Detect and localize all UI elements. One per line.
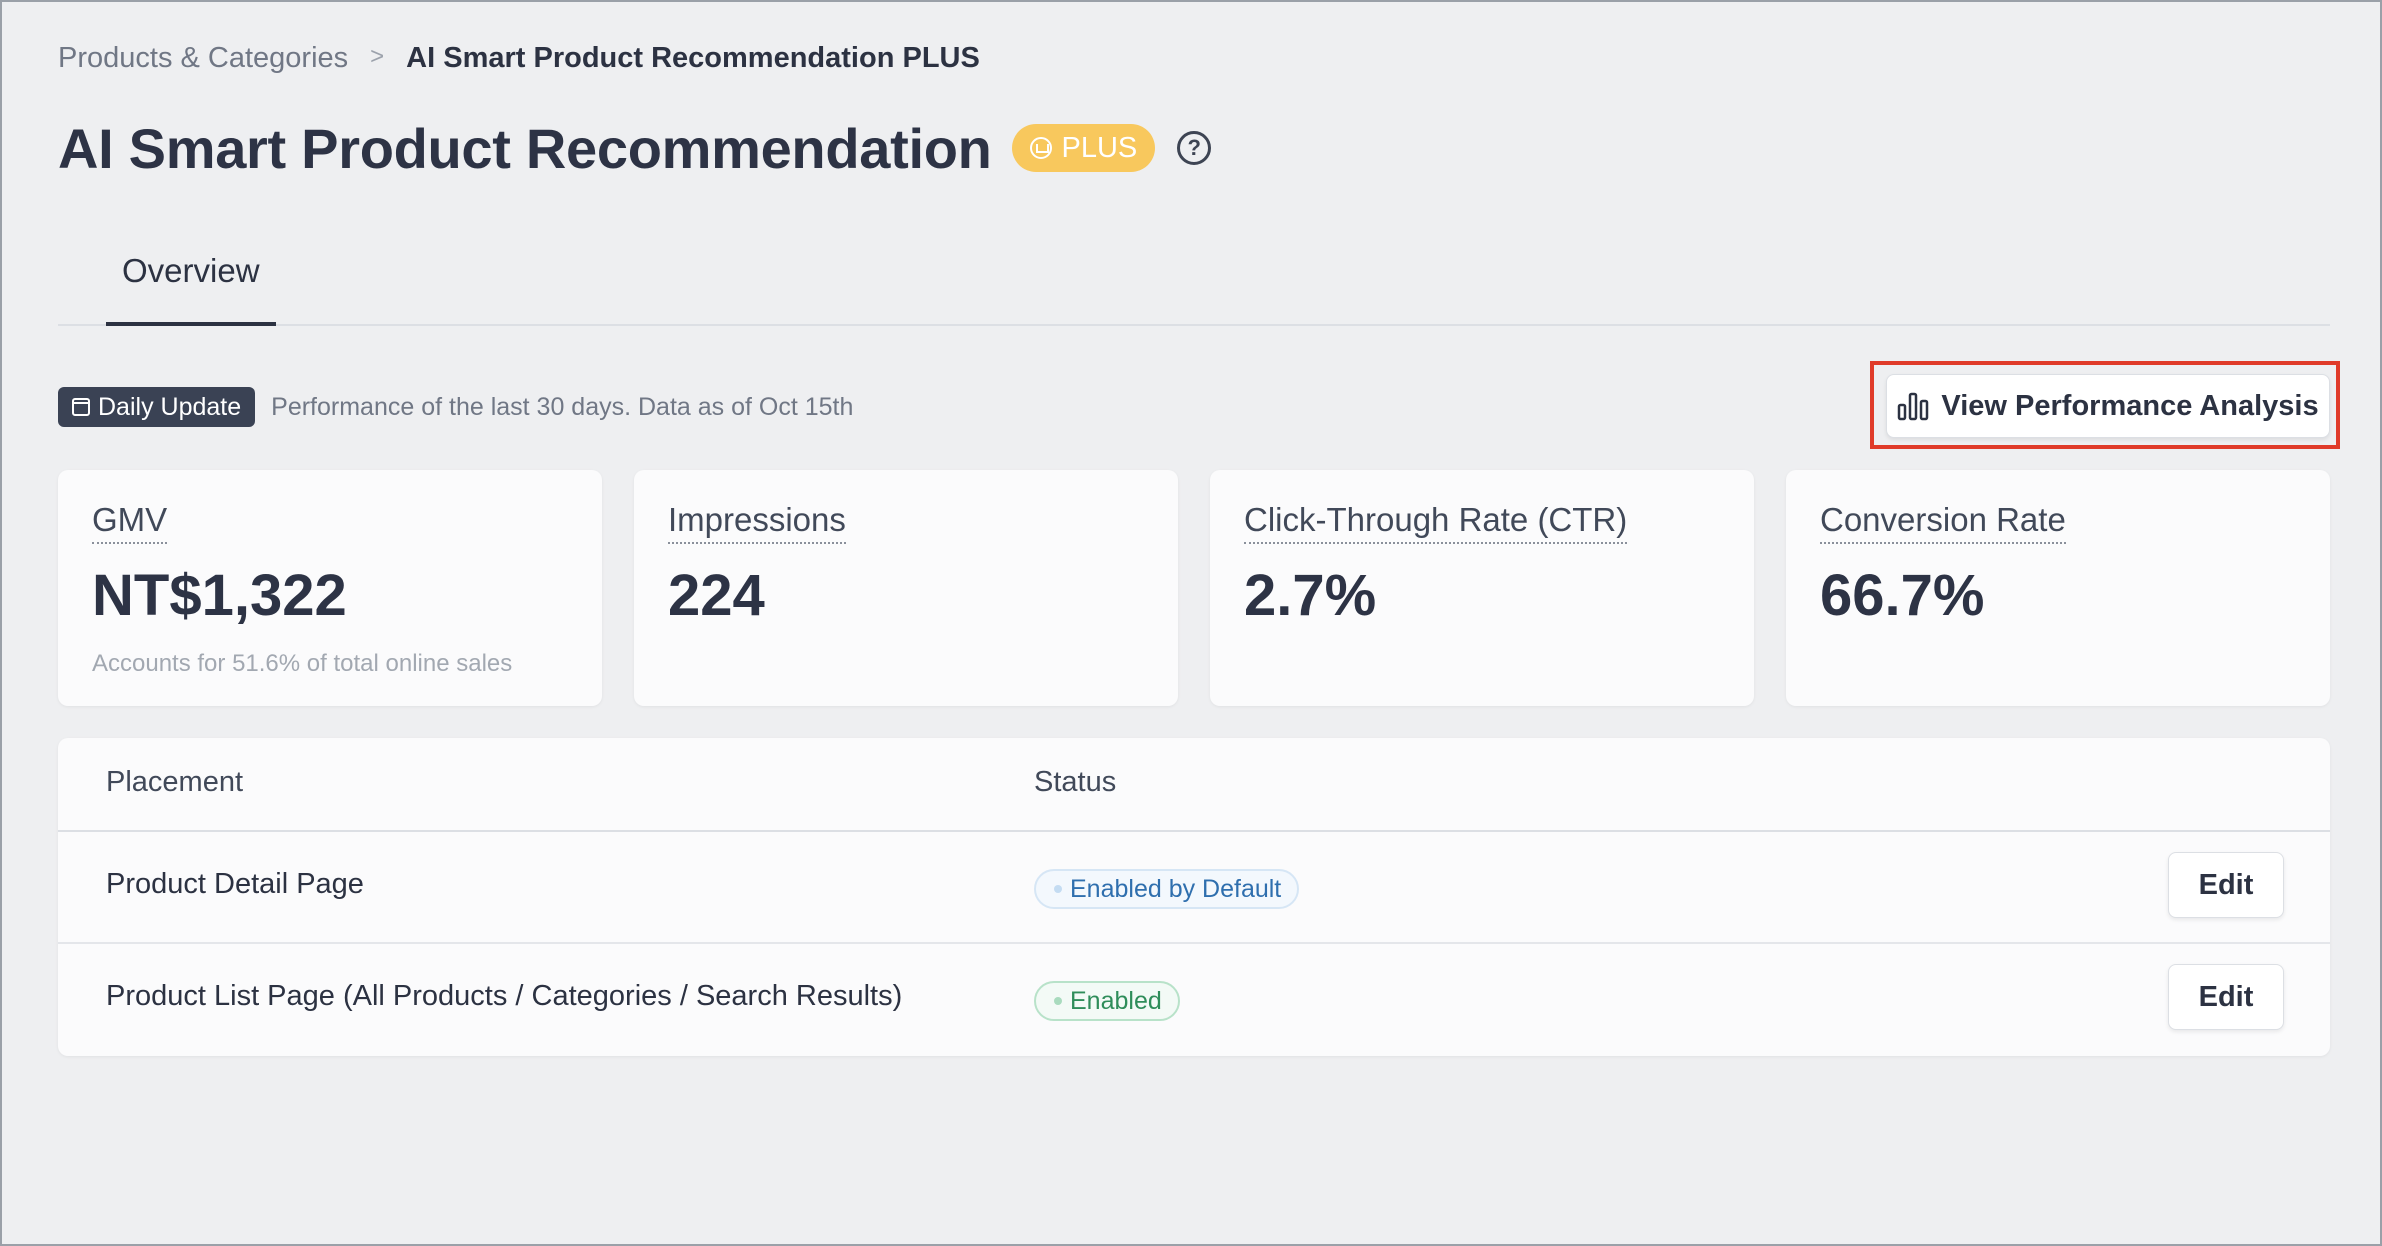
metric-value: 224: [668, 563, 765, 628]
highlight-box: [1870, 361, 2340, 449]
metric-label[interactable]: Click-Through Rate (CTR): [1244, 500, 1628, 544]
metric-value: NT$1,322: [92, 563, 347, 628]
table-header-row: Placement Status: [58, 738, 2330, 832]
calendar-icon: [72, 398, 90, 416]
metric-label[interactable]: Conversion Rate: [1820, 500, 2066, 544]
table-row: Product List Page (All Products / Catego…: [58, 944, 2330, 1056]
placement-table: Placement Status Product Detail Page Ena…: [58, 738, 2330, 1056]
metric-label[interactable]: Impressions: [668, 500, 846, 544]
performance-period-text: Performance of the last 30 days. Data as…: [271, 392, 854, 421]
view-performance-analysis-button[interactable]: View Performance Analysis: [1886, 374, 2330, 438]
metric-label[interactable]: GMV: [92, 500, 168, 544]
metric-value: 2.7%: [1244, 563, 1377, 628]
metric-card-gmv: GMV NT$1,322 Accounts for 51.6% of total…: [58, 470, 602, 706]
tab-active-indicator: [106, 322, 276, 326]
chevron-right-icon: >: [370, 43, 385, 70]
status-dot-icon: [1054, 997, 1062, 1005]
column-header-status: Status: [1034, 766, 1117, 798]
title-row: AI Smart Product Recommendation PLUS ?: [58, 110, 1212, 186]
bar-chart-icon: [1898, 392, 1929, 421]
status-dot-icon: [1054, 885, 1062, 893]
tab-bar: Overview: [58, 236, 2330, 326]
breadcrumb-parent-link[interactable]: Products & Categories: [58, 41, 349, 74]
help-circle-icon[interactable]: ?: [1177, 131, 1212, 165]
table-row: Product Detail Page Enabled by Default E…: [58, 832, 2330, 944]
status-label: Enabled: [1070, 986, 1162, 1015]
status-badge: Enabled by Default: [1034, 869, 1300, 909]
placement-name: Product Detail Page: [106, 868, 364, 900]
edit-button[interactable]: Edit: [2168, 964, 2284, 1030]
metric-card-ctr: Click-Through Rate (CTR) 2.7%: [1210, 470, 1754, 706]
plus-badge: PLUS: [1011, 124, 1156, 172]
edit-button[interactable]: Edit: [2168, 852, 2284, 918]
status-label: Enabled by Default: [1070, 874, 1282, 903]
daily-update-label: Daily Update: [98, 392, 242, 421]
plus-badge-label: PLUS: [1061, 131, 1138, 164]
metric-card-impressions: Impressions 224: [634, 470, 1178, 706]
metric-value: 66.7%: [1820, 563, 1985, 628]
status-badge: Enabled: [1034, 981, 1180, 1021]
placement-name: Product List Page (All Products / Catego…: [106, 980, 903, 1012]
page-title: AI Smart Product Recommendation: [58, 116, 992, 180]
tab-overview[interactable]: Overview: [122, 252, 260, 289]
info-row: Daily Update Performance of the last 30 …: [58, 387, 853, 427]
breadcrumb: Products & Categories > AI Smart Product…: [58, 38, 980, 78]
column-header-placement: Placement: [106, 766, 244, 798]
daily-update-badge: Daily Update: [58, 387, 256, 427]
metric-subtext: Accounts for 51.6% of total online sales: [92, 650, 513, 677]
breadcrumb-current: AI Smart Product Recommendation PLUS: [406, 41, 980, 74]
crown-icon: [1029, 137, 1052, 159]
metric-card-conversion-rate: Conversion Rate 66.7%: [1786, 470, 2330, 706]
view-performance-analysis-label: View Performance Analysis: [1941, 389, 2319, 422]
